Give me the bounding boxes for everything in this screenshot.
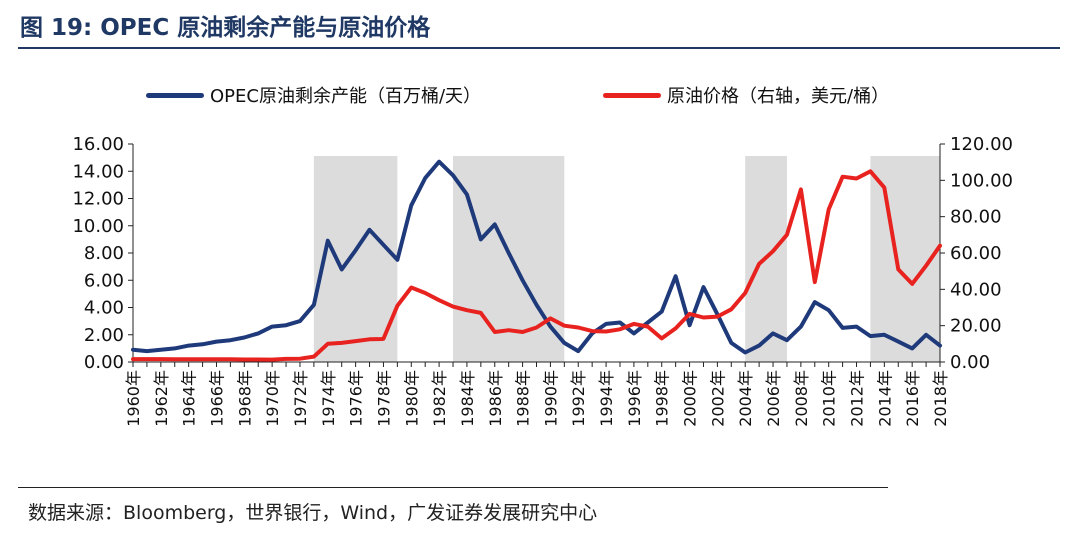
left-tick-label: 6.00 <box>84 270 124 291</box>
capacity-series-line <box>131 159 942 355</box>
left-tick-label: 16.00 <box>72 134 124 155</box>
x-tick-label: 2008年 <box>792 370 811 427</box>
right-tick-label: 120.00 <box>950 134 1013 155</box>
left-tick-label: 2.00 <box>84 325 124 346</box>
x-tick-label: 1984年 <box>458 370 477 427</box>
x-tick-label: 1972年 <box>291 370 310 427</box>
legend-swatch-price <box>603 92 661 98</box>
x-tick-label: 1992年 <box>569 370 588 427</box>
x-tick-label: 1976年 <box>347 370 366 427</box>
source-note: 数据来源：Bloomberg，世界银行，Wind，广发证券发展研究中心 <box>28 502 598 524</box>
left-tick-label: 0.00 <box>84 352 124 373</box>
legend-item-capacity: OPEC原油剩余产能（百万桶/天） <box>146 80 481 110</box>
x-tick-label: 1970年 <box>263 370 282 427</box>
right-tick-label: 100.00 <box>950 170 1013 191</box>
legend-label-price: 原油价格（右轴，美元/桶） <box>667 86 890 107</box>
x-tick-label: 1996年 <box>625 370 644 427</box>
right-tick-label: 80.00 <box>950 207 1002 228</box>
x-tick-label: 1964年 <box>180 370 199 427</box>
x-tick-label: 1990年 <box>541 370 560 427</box>
x-tick-label: 1980年 <box>402 370 421 427</box>
x-tick-label: 1960年 <box>124 370 143 427</box>
legend-item-price: 原油价格（右轴，美元/桶） <box>603 80 889 110</box>
legend-label-capacity: OPEC原油剩余产能（百万桶/天） <box>210 86 482 107</box>
x-tick-label: 2000年 <box>681 370 700 427</box>
x-tick-label: 1968年 <box>235 370 254 427</box>
left-tick-label: 12.00 <box>72 189 124 210</box>
right-tick-label: 60.00 <box>950 243 1002 264</box>
x-tick-label: 1986年 <box>486 370 505 427</box>
legend-swatch-capacity <box>146 92 204 98</box>
x-tick-label: 2004年 <box>736 370 755 427</box>
x-tick-label: 1998年 <box>653 370 672 427</box>
x-tick-label: 2018年 <box>931 370 950 427</box>
x-tick-label: 2014年 <box>875 370 894 427</box>
right-tick-label: 40.00 <box>950 279 1002 300</box>
left-tick-label: 14.00 <box>72 161 124 182</box>
shaded-period-0 <box>313 156 398 362</box>
x-tick-label: 1988年 <box>514 370 533 427</box>
x-tick-label: 2016年 <box>903 370 922 427</box>
x-tick-label: 2006年 <box>764 370 783 427</box>
x-tick-label: 1978年 <box>374 370 393 427</box>
x-tick-label: 2002年 <box>708 370 727 427</box>
left-tick-label: 8.00 <box>84 243 124 264</box>
x-tick-label: 1982年 <box>430 370 449 427</box>
right-tick-label: 20.00 <box>950 316 1002 337</box>
page-title: 图 19: OPEC 原油剩余产能与原油价格 <box>20 15 431 41</box>
footer-divider <box>18 487 888 488</box>
shaded-period-1 <box>453 156 565 362</box>
left-tick-label: 10.00 <box>72 216 124 237</box>
price-series-line <box>131 169 942 362</box>
left-tick-label: 4.00 <box>84 298 124 319</box>
x-tick-label: 2010年 <box>820 370 839 427</box>
x-tick-label: 1994年 <box>597 370 616 427</box>
x-tick-label: 2012年 <box>848 370 867 427</box>
x-tick-label: 1966年 <box>207 370 226 427</box>
title-divider <box>18 47 1060 49</box>
x-tick-label: 1974年 <box>319 370 338 427</box>
legend: OPEC原油剩余产能（百万桶/天） 原油价格（右轴，美元/桶） <box>0 80 1080 110</box>
right-tick-label: 0.00 <box>950 352 990 373</box>
x-tick-label: 1962年 <box>152 370 171 427</box>
